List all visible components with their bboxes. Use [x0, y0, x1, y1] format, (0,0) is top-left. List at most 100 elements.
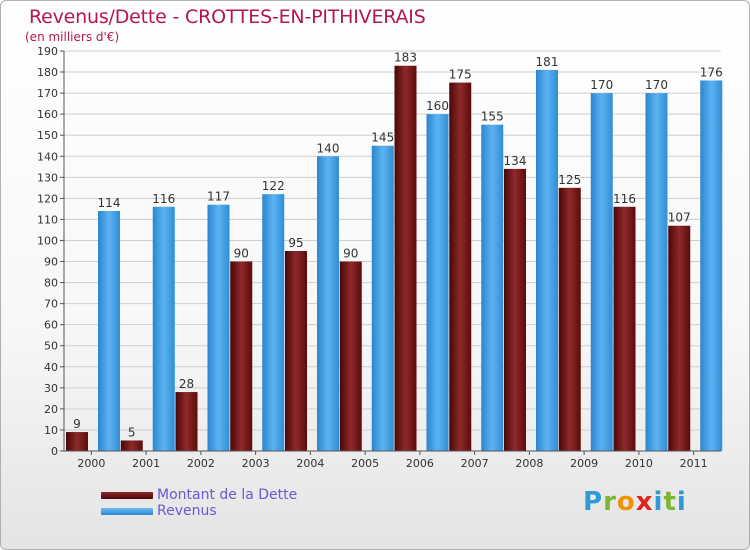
y-tick-label: 120 [37, 192, 58, 205]
legend-item-dette: Montant de la Dette [101, 487, 297, 503]
logo-letter: i [676, 487, 687, 517]
legend-swatch-dette [101, 491, 153, 499]
legend-swatch-revenus [101, 507, 153, 515]
bar-dette-2011 [668, 225, 691, 451]
bar-dette-2002 [175, 392, 198, 451]
y-tick-label: 140 [37, 150, 58, 163]
y-tick-label: 110 [37, 213, 58, 226]
logo-letter: x [635, 487, 654, 517]
x-tick-label-2010: 2010 [625, 457, 653, 470]
y-tick-label: 160 [37, 108, 58, 121]
data-label-revenus-2010: 170 [645, 78, 668, 92]
data-label-revenus-2005: 145 [371, 131, 394, 145]
bar-revenus-2007 [481, 124, 504, 452]
bar-dette-2000 [66, 432, 88, 451]
data-label-dette-2011: 107 [668, 211, 691, 225]
data-label-dette-2000: 9 [73, 417, 81, 431]
y-tick-label: 60 [44, 319, 58, 332]
y-tick-label: 180 [37, 66, 58, 79]
legend: Montant de la Dette Revenus [101, 487, 297, 519]
data-label-dette-2009: 125 [558, 173, 581, 187]
bar-revenus-2003 [262, 194, 285, 451]
bar-dette-2009 [558, 187, 581, 451]
y-tick-label: 70 [44, 298, 58, 311]
data-label-revenus-2011: 176 [700, 65, 723, 79]
y-tick-label: 150 [37, 129, 58, 142]
data-label-dette-2003: 90 [234, 247, 249, 261]
x-tick-label-2005: 2005 [351, 457, 379, 470]
bar-dette-2010 [613, 206, 636, 451]
data-label-revenus-2004: 140 [317, 141, 340, 155]
bar-dette-2003 [230, 261, 253, 451]
y-tick-label: 50 [44, 340, 58, 353]
bar-dette-2006 [394, 65, 417, 451]
data-label-revenus-2008: 181 [536, 55, 559, 69]
x-tick-label-2009: 2009 [570, 457, 598, 470]
data-label-dette-2008: 134 [504, 154, 527, 168]
x-tick-label-2004: 2004 [296, 457, 324, 470]
y-tick-label: 170 [37, 87, 58, 100]
data-label-revenus-2003: 122 [262, 179, 285, 193]
data-label-revenus-2001: 116 [152, 192, 175, 206]
x-tick-label-2003: 2003 [242, 457, 270, 470]
chart-title: Revenus/Dette - CROTTES-EN-PITHIVERAIS [29, 6, 426, 28]
data-label-revenus-2000: 114 [98, 196, 121, 210]
data-label-revenus-2006: 160 [426, 99, 449, 113]
data-label-revenus-2002: 117 [207, 190, 230, 204]
x-tick-label-2011: 2011 [680, 457, 708, 470]
y-tick-label: 80 [44, 277, 58, 290]
x-tick-label-2002: 2002 [187, 457, 215, 470]
data-label-dette-2005: 90 [343, 247, 358, 261]
y-tick-label: 20 [44, 403, 58, 416]
y-tick-label: 10 [44, 424, 58, 437]
data-label-dette-2002: 28 [179, 377, 194, 391]
data-label-revenus-2007: 155 [481, 110, 504, 124]
bar-revenus-2005 [371, 145, 394, 451]
bar-dette-2007 [449, 82, 472, 451]
x-tick-label-2000: 2000 [77, 457, 105, 470]
bar-revenus-2008 [536, 69, 558, 452]
bar-dette-2008 [504, 168, 526, 452]
data-label-dette-2007: 175 [449, 68, 472, 82]
logo-letter: i [653, 487, 664, 517]
x-tick-label-2001: 2001 [132, 457, 160, 470]
x-tick-label-2006: 2006 [406, 457, 434, 470]
y-tick-label: 0 [51, 445, 58, 458]
bar-revenus-2006 [426, 114, 449, 451]
y-tick-label: 90 [44, 256, 58, 269]
legend-item-revenus: Revenus [101, 503, 297, 519]
logo-letter: r [603, 487, 617, 517]
bar-dette-2001 [120, 440, 143, 451]
logo-letter: P [583, 487, 604, 517]
y-tick-label: 40 [44, 361, 58, 374]
bar-revenus-2002 [207, 204, 230, 451]
bar-revenus-2001 [152, 206, 175, 451]
bar-revenus-2004 [317, 156, 339, 451]
labels-layer: 2000 9 114 2001 5 116 2002 28 117 2003 90 122 2004 95… [73, 51, 723, 470]
bar-dette-2005 [339, 261, 362, 451]
bars-layer [66, 65, 723, 452]
axis-layer: 0 10 20 30 40 50 60 70 80 90 100 110 120 130 140 150 160… [37, 45, 721, 458]
y-tick-label: 130 [37, 171, 58, 184]
logo-letter: t [663, 487, 677, 517]
bar-dette-2004 [285, 251, 307, 451]
data-label-revenus-2009: 170 [590, 78, 613, 92]
y-tick-label: 30 [44, 382, 58, 395]
y-tick-label: 100 [37, 234, 58, 247]
logo-letter: o [616, 487, 636, 517]
x-tick-label-2008: 2008 [515, 457, 543, 470]
proxiti-logo: Proxiti [583, 487, 687, 517]
chart-subtitle: (en milliers d'€) [25, 30, 120, 44]
x-tick-label-2007: 2007 [461, 457, 489, 470]
bar-revenus-2010 [645, 93, 668, 452]
legend-label-dette: Montant de la Dette [157, 487, 298, 503]
data-label-dette-2010: 116 [613, 192, 636, 206]
bar-revenus-2009 [590, 93, 613, 452]
data-label-dette-2001: 5 [128, 425, 136, 439]
data-label-dette-2004: 95 [288, 236, 303, 250]
bar-revenus-2011 [700, 80, 723, 451]
y-tick-label: 190 [37, 45, 58, 58]
data-label-dette-2006: 183 [394, 51, 417, 65]
